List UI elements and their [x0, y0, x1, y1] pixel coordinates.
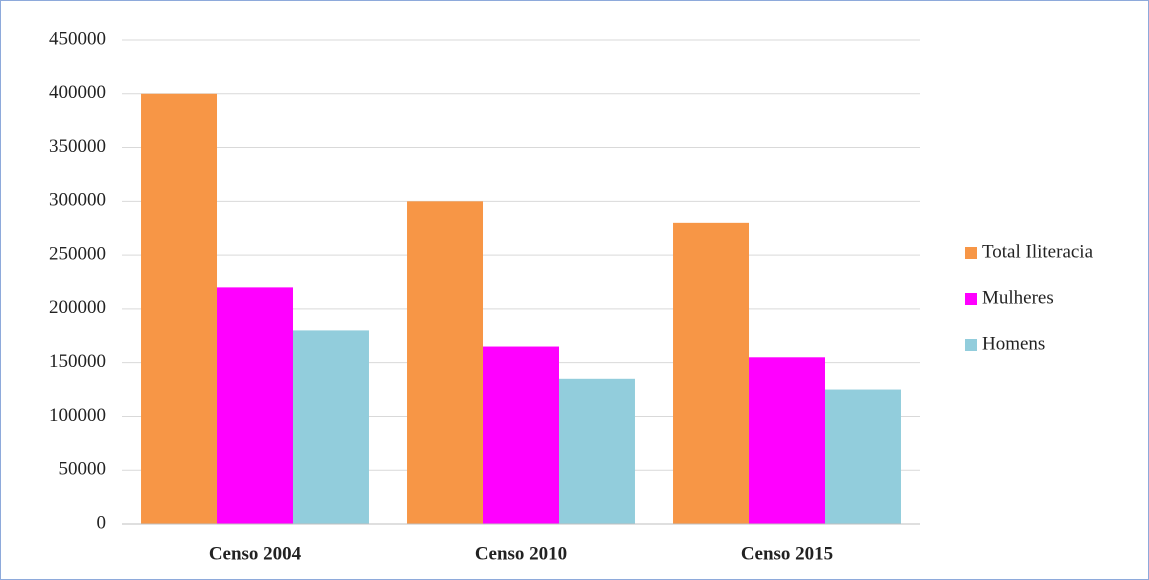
bar: [824, 389, 901, 524]
y-tick-label: 0: [97, 512, 107, 533]
bar: [407, 201, 484, 525]
bar: [292, 330, 369, 524]
legend-label: Total Iliteracia: [982, 241, 1094, 262]
y-tick-label: 400000: [49, 82, 106, 103]
bar: [673, 222, 750, 524]
y-tick-label: 350000: [49, 136, 106, 157]
x-tick-label: Censo 2004: [209, 543, 302, 564]
y-tick-label: 200000: [49, 297, 106, 318]
y-tick-label: 250000: [49, 243, 106, 264]
bar: [558, 378, 635, 524]
legend-label: Homens: [982, 333, 1045, 354]
bar: [483, 346, 559, 524]
x-tick-label: Censo 2010: [475, 543, 567, 564]
legend-swatch: [965, 293, 977, 305]
y-tick-label: 50000: [59, 459, 107, 480]
y-tick-label: 450000: [49, 28, 106, 49]
bar: [141, 93, 218, 525]
bar: [217, 287, 293, 524]
x-tick-label: Censo 2015: [741, 543, 833, 564]
legend-swatch: [965, 247, 977, 259]
y-tick-label: 100000: [49, 405, 106, 426]
legend-label: Mulheres: [982, 287, 1054, 308]
y-tick-label: 300000: [49, 190, 106, 211]
legend-swatch: [965, 339, 977, 351]
bar: [749, 357, 825, 524]
y-tick-label: 150000: [49, 351, 106, 372]
